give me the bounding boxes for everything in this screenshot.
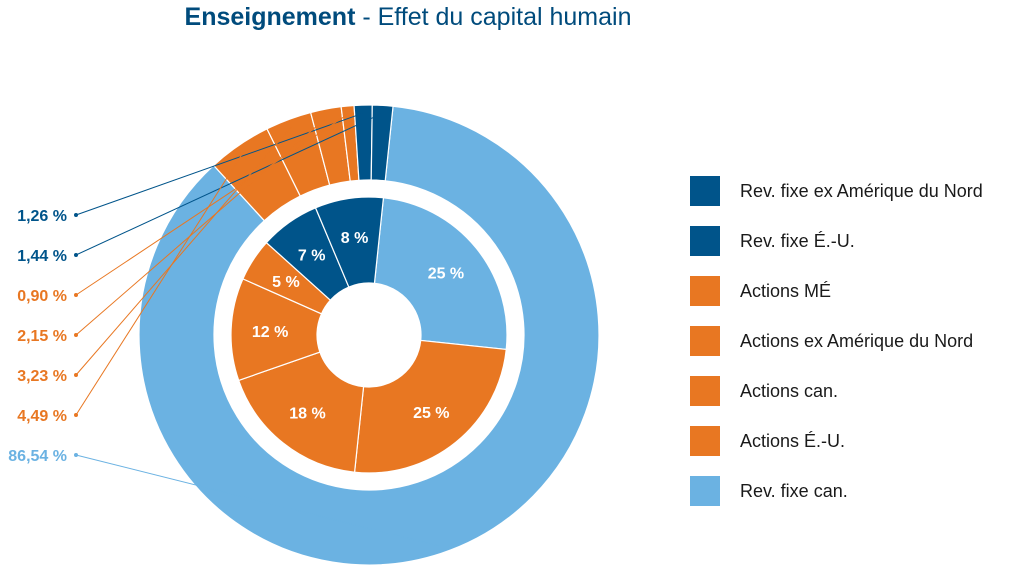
outer-labels: 1,26 % 1,44 % 0,90 % 2,15 % 3,23 % 4,49 % 86,5… [8,112,439,547]
inner-slice-actions-can [237,351,365,473]
leader-line-rev-fixe-ex-amerique-du-nord [75,112,383,256]
legend-label: Actions MÉ [740,280,832,301]
inner-slice-actions-e-u [353,339,507,474]
legend-swatch [690,426,720,456]
legend-item-actions-me: Actions MÉ [690,266,983,316]
legend-swatch [690,226,720,256]
chart-title-sub: Effet du capital humain [378,3,632,31]
inner-ring [230,196,508,474]
legend-swatch [690,326,720,356]
leader-line-actions-me [75,113,349,296]
legend-label: Rev. fixe can. [740,480,848,501]
inner-slice-rev-fixe-ex-amerique-du-nord [314,196,385,288]
legend-label: Rev. fixe É.-U. [740,230,855,251]
leader-line-rev-fixe-can [75,454,439,547]
outer-slice-rev-fixe-ex-amerique-du-nord [370,104,394,182]
leader-line-actions-can [75,126,292,376]
leader-line-actions-e-u [75,151,244,416]
leader-dot-rev-fixe-ex-amerique-du-nord [74,253,78,257]
chart-title: Enseignement - Effet du capital humain [185,3,632,31]
outer-label-rev-fixe-e-u: 1,26 % [17,208,67,225]
inner-label-actions-e-u: 25 % [413,405,449,422]
outer-ring [138,104,600,566]
outer-label-actions-ex-amerique-du-nord: 2,15 % [17,328,67,345]
leader-dot-rev-fixe-can [74,453,78,457]
outer-label-actions-me: 0,90 % [17,288,67,305]
outer-label-rev-fixe-can: 86,54 % [8,448,67,465]
inner-label-actions-ex-amerique-du-nord: 12 % [252,324,288,341]
outer-label-actions-can: 3,23 % [17,368,67,385]
leader-dot-actions-e-u [74,413,78,417]
legend-item-actions-ex-amerique-du-nord: Actions ex Amérique du Nord [690,316,983,366]
legend-item-actions-e-u: Actions É.-U. [690,416,983,466]
inner-label-rev-fixe-e-u: 7 % [298,247,326,264]
legend-item-rev-fixe-ex-amerique-du-nord: Rev. fixe ex Amérique du Nord [690,166,983,216]
legend-label: Actions É.-U. [740,430,846,451]
chart-title-main: Enseignement [185,3,357,31]
legend-swatch [690,476,720,506]
leader-dot-actions-can [74,373,78,377]
leader-dot-rev-fixe-e-u [74,213,78,217]
legend-label: Rev. fixe ex Amérique du Nord [740,180,983,201]
chart-legend: Rev. fixe ex Amérique du Nord Rev. fixe É… [690,166,983,516]
inner-label-actions-can: 18 % [289,406,325,423]
outer-label-actions-e-u: 4,49 % [17,408,67,425]
chart-title-separator: - [355,3,377,31]
legend-swatch [690,176,720,206]
outer-slice-rev-fixe-can [138,105,600,566]
leader-dot-actions-ex-amerique-du-nord [74,333,78,337]
inner-label-actions-me: 5 % [272,274,300,291]
leader-line-rev-fixe-e-u [75,112,364,216]
leader-line-actions-ex-amerique-du-nord [75,116,328,336]
legend-item-rev-fixe-can: Rev. fixe can. [690,466,983,516]
legend-item-rev-fixe-e-u: Rev. fixe É.-U. [690,216,983,266]
legend-item-actions-can: Actions can. [690,366,983,416]
inner-slice-rev-fixe-can [373,197,508,351]
legend-swatch [690,376,720,406]
inner-label-rev-fixe-ex-amerique-du-nord: 8 % [341,230,369,247]
legend-swatch [690,276,720,306]
inner-label-rev-fixe-can: 25 % [428,266,464,283]
legend-label: Actions ex Amérique du Nord [740,330,974,351]
legend-label: Actions can. [740,380,839,401]
leader-dot-actions-me [74,293,78,297]
inner-labels: 25 % 25 % 18 % 12 % 5 % 7 % 8 % [252,230,464,423]
outer-label-rev-fixe-ex-amerique-du-nord: 1,44 % [17,248,67,265]
